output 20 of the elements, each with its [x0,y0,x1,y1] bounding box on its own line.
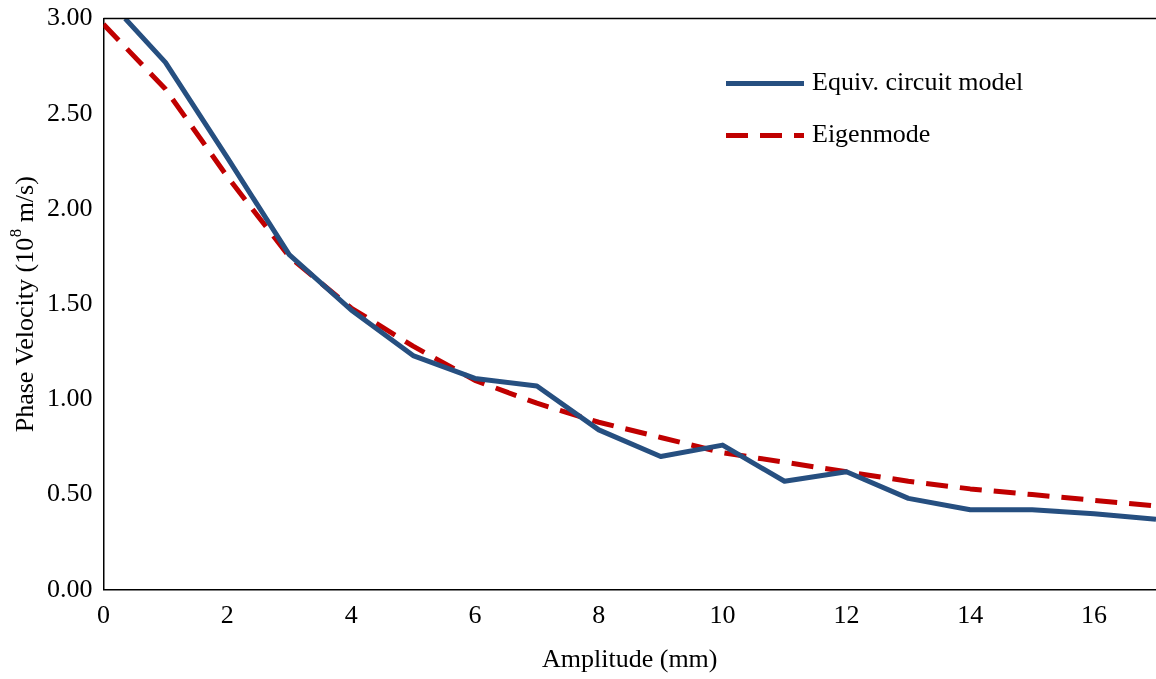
y-tick-label: 2.50 [47,97,93,127]
y-tick-label: 1.50 [47,288,93,318]
y-tick-label: 3.00 [47,2,93,32]
x-tick-label: 8 [592,600,606,630]
y-axis-title: Phase Velocity (108 m/s) [6,176,39,433]
x-tick-label: 6 [468,600,482,630]
x-axis-title: Amplitude (mm) [542,643,718,673]
legend-label: Eigenmode [812,119,931,149]
y-tick-label: 2.00 [47,192,93,222]
legend-label: Equiv. circuit model [812,67,1024,97]
y-tick-label: 0.50 [47,478,93,508]
x-tick-label: 16 [1081,600,1108,630]
x-tick-label: 10 [709,600,736,630]
x-tick-label: 0 [97,600,110,630]
y-tick-label: 1.00 [47,383,93,413]
x-tick-label: 14 [957,600,984,630]
x-tick-label: 2 [220,600,234,630]
x-tick-label: 4 [344,600,358,630]
y-tick-label: 0.00 [47,573,93,603]
x-tick-label: 12 [833,600,860,630]
